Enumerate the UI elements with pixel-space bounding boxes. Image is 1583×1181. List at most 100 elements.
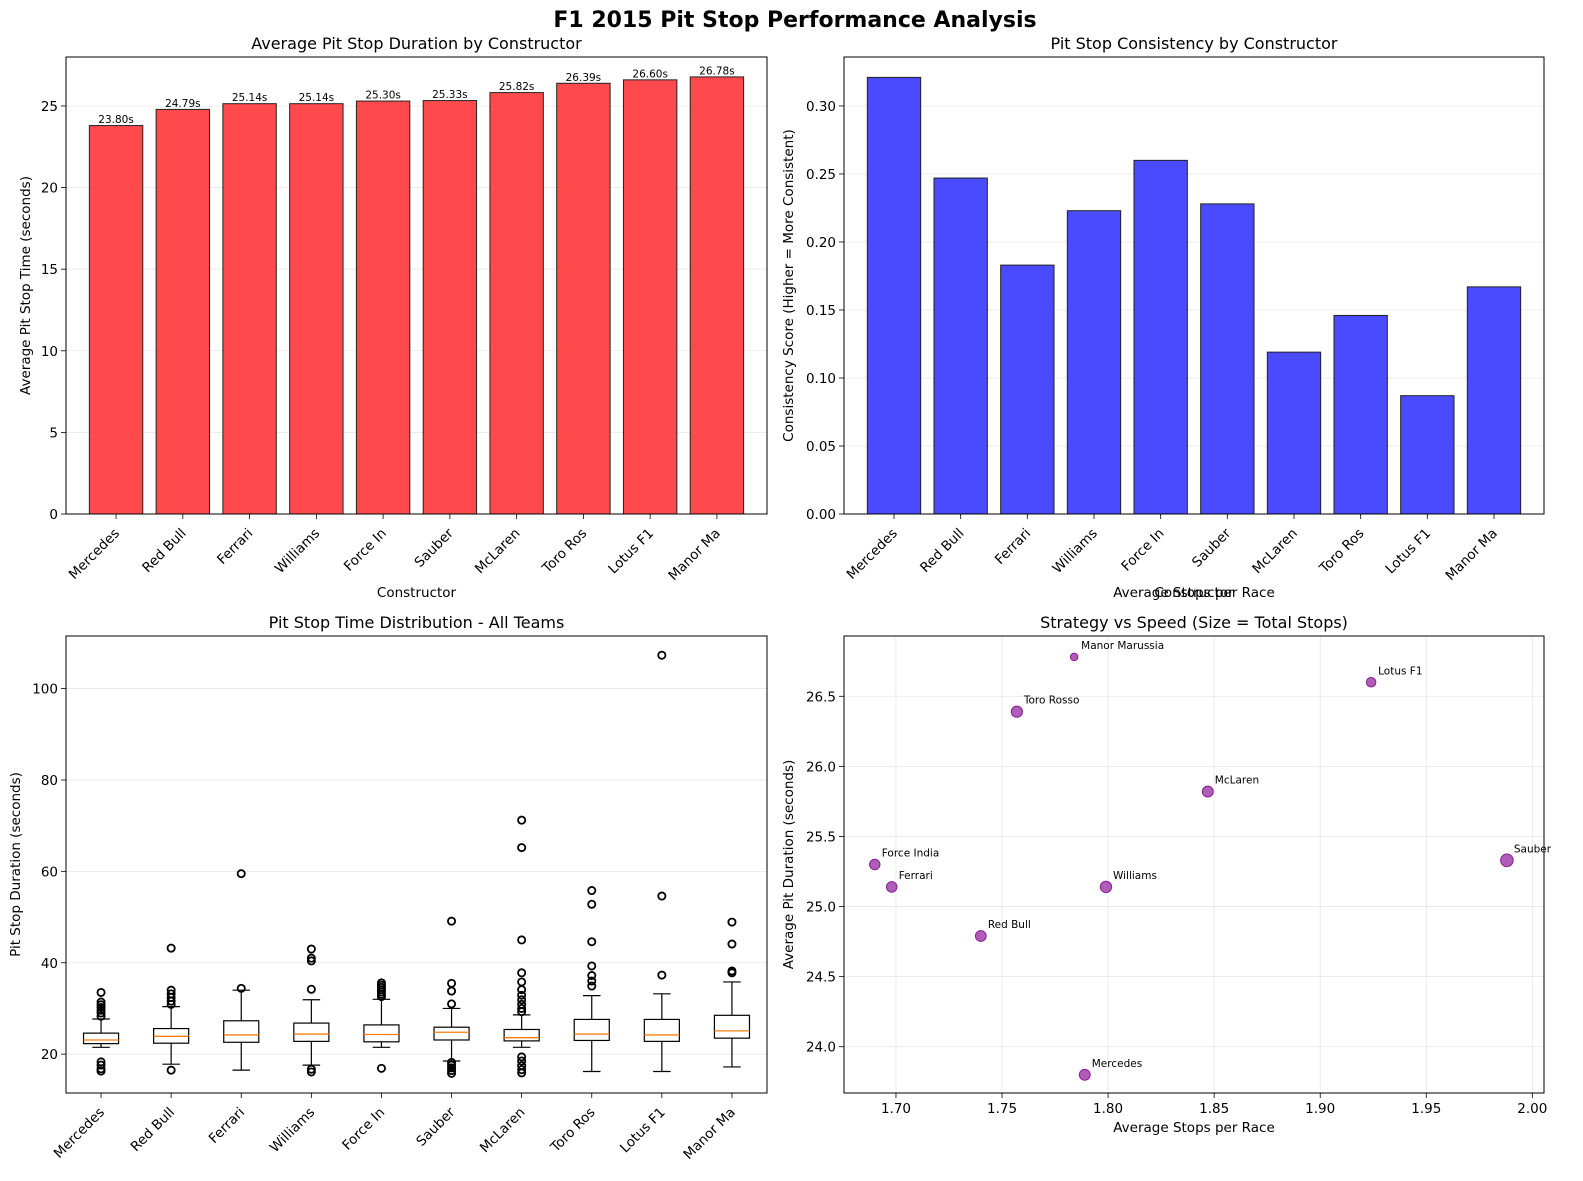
bar-value-label: 25.82s: [499, 81, 535, 93]
x-tick-label-mercedes: Mercedes: [66, 526, 123, 583]
scatter-point-lotus-f1: [1365, 677, 1377, 688]
outlier-point: [727, 917, 737, 927]
bar-sauber: [422, 100, 478, 515]
outlier-point: [306, 953, 316, 963]
x-tick-label-manor-ma: Manor Ma: [680, 1105, 738, 1163]
x-tick-label-toro-ros: Toro Ros: [1316, 526, 1368, 578]
box-manor-ma: [713, 917, 751, 1068]
bar-value-label: 25.14s: [232, 92, 268, 104]
x-tick-label-mclaren: McLaren: [472, 526, 524, 578]
point-label-mclaren: McLaren: [1215, 775, 1259, 787]
bar-mercedes: [88, 125, 144, 515]
outlier-point: [727, 966, 737, 976]
axes-frame: [65, 635, 768, 1094]
outlier-point: [657, 891, 667, 901]
x-tick-label: 1.75: [987, 1101, 1017, 1117]
point-label-sauber: Sauber: [1514, 843, 1552, 855]
outlier-point: [587, 961, 597, 971]
point-label-force-india: Force India: [882, 848, 940, 860]
x-tick-label-red-bull: Red Bull: [128, 1105, 178, 1155]
iqr-box: [503, 1028, 540, 1042]
outlier-point: [447, 1063, 457, 1073]
x-tick-label-sauber: Sauber: [413, 1104, 458, 1149]
outlier-point: [517, 843, 527, 853]
bar-sauber: [1200, 203, 1255, 515]
outlier-point: [517, 968, 527, 978]
outlier-point: [96, 1057, 106, 1067]
x-tick-label: 1.80: [1093, 1101, 1123, 1117]
outlier-point: [96, 1008, 106, 1018]
panel-title: Pit Stop Consistency by Constructor: [1051, 34, 1338, 53]
y-axis-label: Consistency Score (Higher = More Consist…: [781, 129, 797, 442]
outlier-point: [517, 1061, 527, 1071]
panel-title: Pit Stop Time Distribution - All Teams: [269, 613, 565, 632]
outlier-point: [587, 899, 597, 909]
outlier-point: [517, 977, 527, 987]
outlier-point: [306, 944, 316, 954]
y-tick-label: 80: [41, 773, 58, 789]
x-tick-label-mclaren: McLaren: [477, 1105, 529, 1157]
y-tick-label: 0.25: [806, 167, 836, 183]
bar-value-label: 25.33s: [432, 89, 468, 101]
x-tick-label-toro-ros: Toro Ros: [539, 526, 591, 578]
outlier-point: [447, 1057, 457, 1067]
bar-lotus-f1: [1400, 395, 1455, 515]
bar-manor-ma: [1466, 286, 1522, 515]
y-tick-label: 0.10: [806, 371, 836, 387]
scatter-point-mclaren: [1201, 785, 1214, 798]
outlier-point: [447, 1068, 457, 1078]
y-tick-label: 0.20: [806, 235, 836, 251]
y-tick-label: 25.5: [806, 829, 836, 845]
box-lotus-f1: [643, 650, 680, 1073]
bar-value-label: 24.79s: [165, 98, 201, 110]
outlier-point: [517, 990, 527, 1000]
x-tick-label-mercedes: Mercedes: [844, 526, 901, 583]
y-tick-label: 5: [49, 425, 58, 441]
outlier-point: [517, 1052, 527, 1062]
x-tick-label-williams: Williams: [1050, 526, 1101, 577]
x-tick-label-williams: Williams: [267, 1105, 318, 1156]
scatter-point-toro-rosso: [1010, 705, 1023, 718]
outlier-point: [517, 1003, 527, 1013]
outlier-point: [306, 1067, 316, 1077]
y-tick-label: 100: [32, 682, 58, 698]
x-tick-label-lotus-f1: Lotus F1: [617, 1105, 669, 1157]
y-tick-label: 20: [41, 181, 58, 197]
x-tick-label-ferrari: Ferrari: [206, 1105, 248, 1147]
x-tick-label: 2.00: [1517, 1101, 1547, 1117]
outlier-point: [236, 869, 246, 879]
x-tick-label: 1.95: [1411, 1101, 1441, 1117]
outlier-point: [657, 970, 667, 980]
bar-red-bull: [933, 177, 988, 515]
y-tick-label: 20: [41, 1047, 58, 1063]
bar-williams: [1066, 210, 1122, 515]
box-williams: [293, 944, 330, 1077]
scatter-point-ferrari: [885, 881, 898, 893]
x-axis-label: Constructor: [377, 585, 457, 601]
bar-red-bull: [155, 108, 211, 515]
iqr-box: [573, 1018, 610, 1042]
x-tick-label-force-in: Force In: [339, 1105, 388, 1154]
outlier-point: [587, 981, 597, 991]
scatter-point-mercedes: [1078, 1068, 1091, 1081]
bar-mercedes: [866, 76, 922, 515]
y-tick-label: 0: [49, 507, 58, 523]
outlier-point: [517, 1056, 527, 1066]
outlier-point: [587, 886, 597, 896]
outlier-point: [447, 1060, 457, 1070]
box-toro-ros: [573, 886, 610, 1073]
outlier-point: [727, 939, 737, 949]
strategy-scatter-plot: Strategy vs Speed (Size = Total Stops) Av…: [781, 585, 1552, 1136]
x-axis-label: Average Stops per Race: [1113, 585, 1275, 601]
outlier-point: [447, 986, 457, 996]
x-tick-label: 1.90: [1305, 1101, 1335, 1117]
y-tick-label: 15: [41, 262, 58, 278]
x-tick-label-force-in: Force In: [341, 526, 390, 575]
bar-value-label: 26.39s: [566, 72, 602, 84]
x-tick-label-mercedes: Mercedes: [51, 1105, 108, 1162]
outlier-point: [517, 1065, 527, 1075]
iqr-box: [82, 1032, 120, 1045]
iqr-box: [363, 1024, 400, 1043]
x-axis-label: Average Stops per Race: [1113, 1120, 1275, 1136]
